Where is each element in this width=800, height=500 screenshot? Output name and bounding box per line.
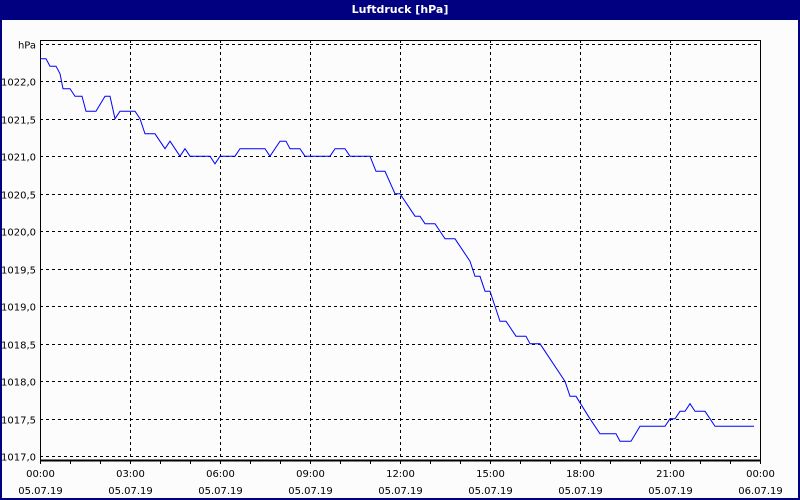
y-tick-label: 1021,0 — [1, 153, 36, 164]
y-tick-label: 1019,5 — [1, 266, 36, 277]
x-tick-time: 00:00 — [26, 469, 55, 480]
x-tick-time: 15:00 — [476, 469, 505, 480]
x-tick-time: 06:00 — [206, 469, 235, 480]
x-tick-date: 05.07.19 — [558, 486, 603, 497]
x-tick-time: 12:00 — [386, 469, 415, 480]
x-tick-time: 00:00 — [746, 469, 775, 480]
x-tick-time: 03:00 — [116, 469, 145, 480]
y-tick-label: 1022,0 — [1, 78, 36, 89]
y-tick-label: 1020,0 — [1, 228, 36, 239]
x-tick-date: 06.07.19 — [738, 486, 783, 497]
y-tick-label: hPa — [18, 41, 36, 52]
x-tick-date: 05.07.19 — [108, 486, 153, 497]
x-tick-date: 05.07.19 — [648, 486, 693, 497]
x-tick-date: 05.07.19 — [288, 486, 333, 497]
x-tick-date: 05.07.19 — [378, 486, 423, 497]
x-tick-time: 18:00 — [566, 469, 595, 480]
chart-title: Luftdruck [hPa] — [2, 0, 798, 20]
y-tick-label: 1021,5 — [1, 116, 36, 127]
y-tick-label: 1018,5 — [1, 341, 36, 352]
y-tick-label: 1017,5 — [1, 416, 36, 427]
pressure-line — [40, 58, 754, 442]
x-tick-time: 09:00 — [296, 469, 325, 480]
y-tick-label: 1020,5 — [1, 191, 36, 202]
x-tick-date: 05.07.19 — [18, 486, 63, 497]
y-tick-label: 1017,0 — [1, 453, 36, 464]
x-tick-date: 05.07.19 — [198, 486, 243, 497]
y-tick-label: 1019,0 — [1, 303, 36, 314]
x-tick-date: 05.07.19 — [468, 486, 513, 497]
x-tick-time: 21:00 — [656, 469, 685, 480]
y-tick-label: 1018,0 — [1, 378, 36, 389]
